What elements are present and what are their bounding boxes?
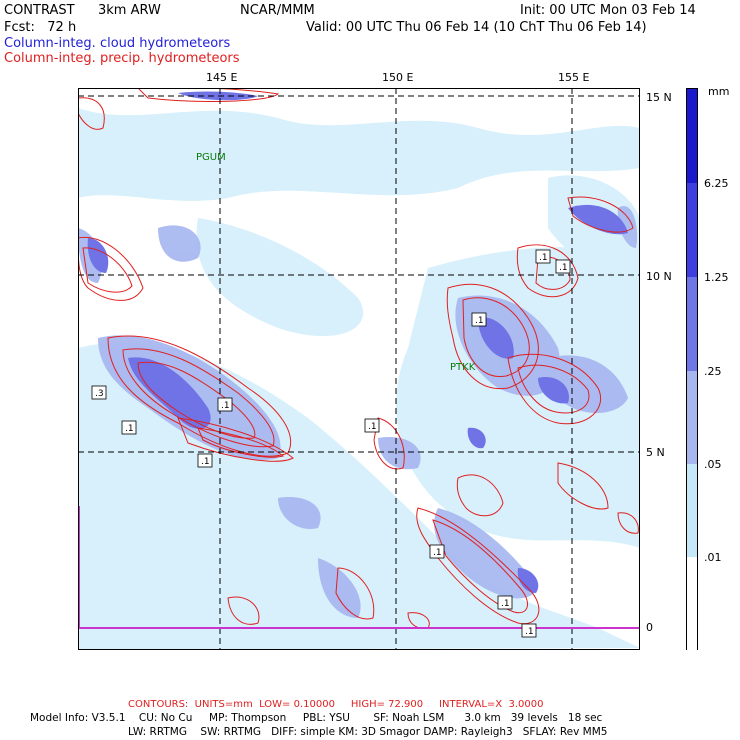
field-precip-label: Column-integ. precip. hydrometeors <box>4 51 240 66</box>
lon-label-145: 145 E <box>206 71 238 84</box>
lat-label-15n: 15 N <box>646 91 672 104</box>
contour-label: .1 <box>475 316 484 326</box>
init-time: Init: 00 UTC Mon 03 Feb 14 <box>520 3 696 18</box>
color-legend <box>686 88 698 651</box>
station-ptkk: PTKK <box>450 362 476 373</box>
contour-label: .1 <box>201 457 210 467</box>
contour-label-box: .1 <box>555 259 571 274</box>
legend-band <box>687 557 697 651</box>
contour-label-box: .1 <box>364 418 380 433</box>
contour-label-box: .1 <box>535 249 551 264</box>
station-markers: PGUM PTKK <box>196 152 476 373</box>
contour-label: .1 <box>221 401 230 411</box>
legend-tick: 1.25 <box>704 271 729 284</box>
legend-band <box>687 89 697 183</box>
field-cloud-label: Column-integ. cloud hydrometeors <box>4 36 231 51</box>
lon-label-155: 155 E <box>558 71 590 84</box>
grid-spacing: 3km ARW <box>98 3 161 18</box>
contour-label-box: .1 <box>197 453 213 468</box>
legend-tick: .05 <box>704 458 722 471</box>
contour-labels: .1 .1 .1 .3 .1 .1 .1 .1 <box>91 249 571 638</box>
valid-time: Valid: 00 UTC Thu 06 Feb 14 (10 ChT Thu … <box>306 20 647 35</box>
legend-band <box>687 371 697 464</box>
contour-label: .3 <box>95 389 104 399</box>
contour-label: .1 <box>539 253 548 263</box>
forecast-hour: Fcst: 72 h <box>4 20 77 35</box>
legend-band <box>687 183 697 277</box>
model-name: CONTRAST <box>4 3 75 18</box>
legend-tick: 6.25 <box>704 177 729 190</box>
contour-label-box: .1 <box>471 312 487 327</box>
contour-label-box: .1 <box>429 544 445 559</box>
model-info-line1: Model Info: V3.5.1 CU: No Cu MP: Thompso… <box>30 712 603 724</box>
lat-label-5n: 5 N <box>646 446 665 459</box>
organization: NCAR/MMM <box>240 3 315 18</box>
contour-label-box: .1 <box>121 420 137 435</box>
lat-label-10n: 10 N <box>646 270 672 283</box>
contour-label: .1 <box>525 627 534 637</box>
contour-label: .1 <box>559 263 568 273</box>
hydrometeor-map: PGUM PTKK .1 .1 .1 .3 .1 .1 .1 <box>78 88 640 650</box>
contour-info: CONTOURS: UNITS=mm LOW= 0.10000 HIGH= 72… <box>128 699 544 710</box>
legend-tick: .25 <box>704 365 722 378</box>
contour-label: .1 <box>125 424 134 434</box>
legend-unit: mm <box>708 85 730 98</box>
contour-label-box: .3 <box>91 385 107 400</box>
legend-band <box>687 464 697 557</box>
contour-label-box: .1 <box>521 623 537 638</box>
graticule <box>78 88 640 650</box>
contour-label: .1 <box>433 548 442 558</box>
contour-label-box: .1 <box>497 595 513 610</box>
contour-label-box: .1 <box>217 397 233 412</box>
contour-label: .1 <box>368 422 377 432</box>
model-info-line2: LW: RRTMG SW: RRTMG DIFF: simple KM: 3D … <box>128 726 608 738</box>
station-pgum: PGUM <box>196 152 226 163</box>
lat-label-eq: 0 <box>646 621 653 634</box>
lon-label-150: 150 E <box>382 71 414 84</box>
map-border <box>78 88 640 650</box>
legend-band <box>687 277 697 371</box>
legend-tick: .01 <box>704 551 722 564</box>
contour-label: .1 <box>501 599 510 609</box>
